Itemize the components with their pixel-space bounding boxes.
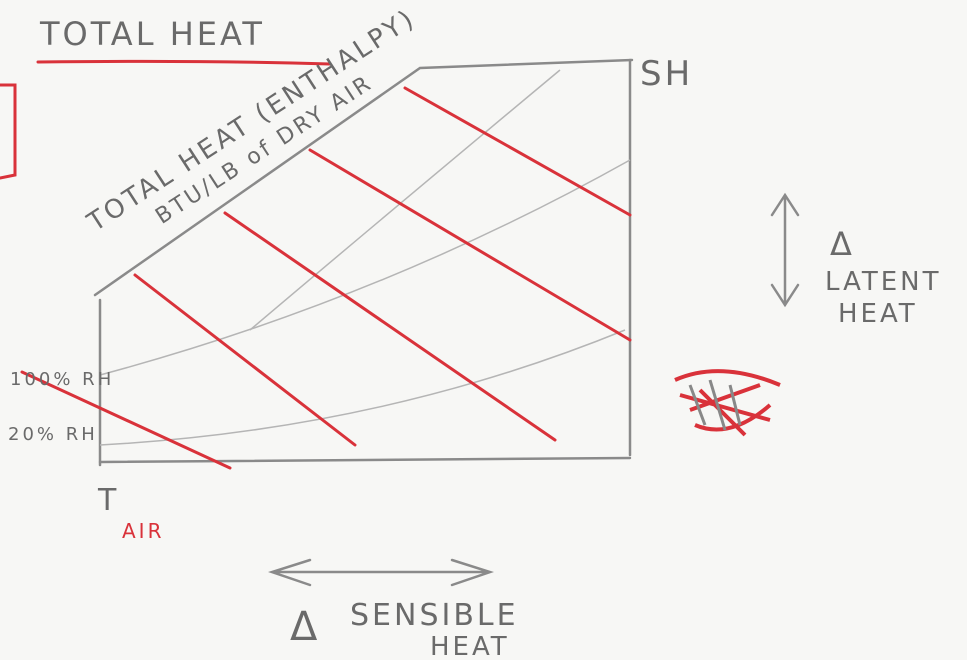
paper <box>0 0 967 660</box>
sketch: TOTAL HEAT TOTAL HEAT (ENTHALPY) BTU/LB … <box>0 0 967 660</box>
axis-subscript: AIR <box>122 519 164 543</box>
latent-label: LATENT <box>825 267 942 297</box>
latent-symbol: Δ <box>830 225 855 263</box>
title: TOTAL HEAT <box>39 15 265 53</box>
rh-label: 20% RH <box>8 424 98 445</box>
sensible-symbol: Δ <box>290 604 320 650</box>
rh-label: 100% RH <box>10 369 114 390</box>
latent-label: HEAT <box>838 299 918 329</box>
sensible-label: SENSIBLE <box>350 598 519 633</box>
axis-symbol: T <box>97 483 119 518</box>
corner-label: SH <box>640 54 693 94</box>
sensible-label: HEAT <box>430 632 510 660</box>
